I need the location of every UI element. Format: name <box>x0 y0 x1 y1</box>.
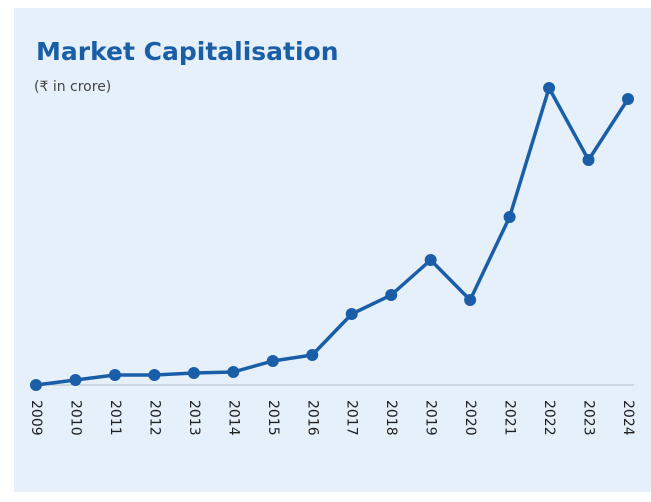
x-tick-label: 2020 <box>462 400 478 436</box>
x-tick-label: 2014 <box>225 400 241 436</box>
chart-title: Market Capitalisation <box>36 37 339 66</box>
x-tick-label: 2017 <box>344 400 360 436</box>
x-tick-label: 2024 <box>620 400 636 436</box>
x-tick-label: 2013 <box>186 400 202 436</box>
x-tick-label: 2010 <box>67 400 83 436</box>
point <box>543 82 556 94</box>
point <box>582 154 595 166</box>
x-tick-label: 2022 <box>541 400 557 436</box>
chart-subtitle: (₹ in crore) <box>34 79 111 95</box>
point <box>108 369 121 381</box>
point <box>464 294 477 306</box>
point <box>306 349 319 361</box>
point <box>385 289 398 301</box>
point <box>622 93 634 105</box>
x-tick-label: 2018 <box>383 400 399 436</box>
point <box>187 367 200 379</box>
x-tick-label: 2015 <box>265 400 281 436</box>
point <box>266 355 279 367</box>
x-tick-label: 2016 <box>304 400 320 436</box>
x-tick-label: 2011 <box>107 400 123 436</box>
x-tick-label: 2021 <box>502 400 518 436</box>
x-tick-label: 2009 <box>28 400 44 436</box>
point <box>30 379 42 391</box>
point <box>345 308 358 320</box>
point <box>227 366 240 378</box>
point <box>424 254 437 266</box>
point <box>69 374 82 386</box>
x-tick-label: 2019 <box>423 400 439 436</box>
point <box>148 369 161 381</box>
line <box>35 86 630 387</box>
x-tick-label: 2012 <box>146 400 162 436</box>
point <box>503 211 516 223</box>
x-tick-label: 2023 <box>581 400 597 436</box>
